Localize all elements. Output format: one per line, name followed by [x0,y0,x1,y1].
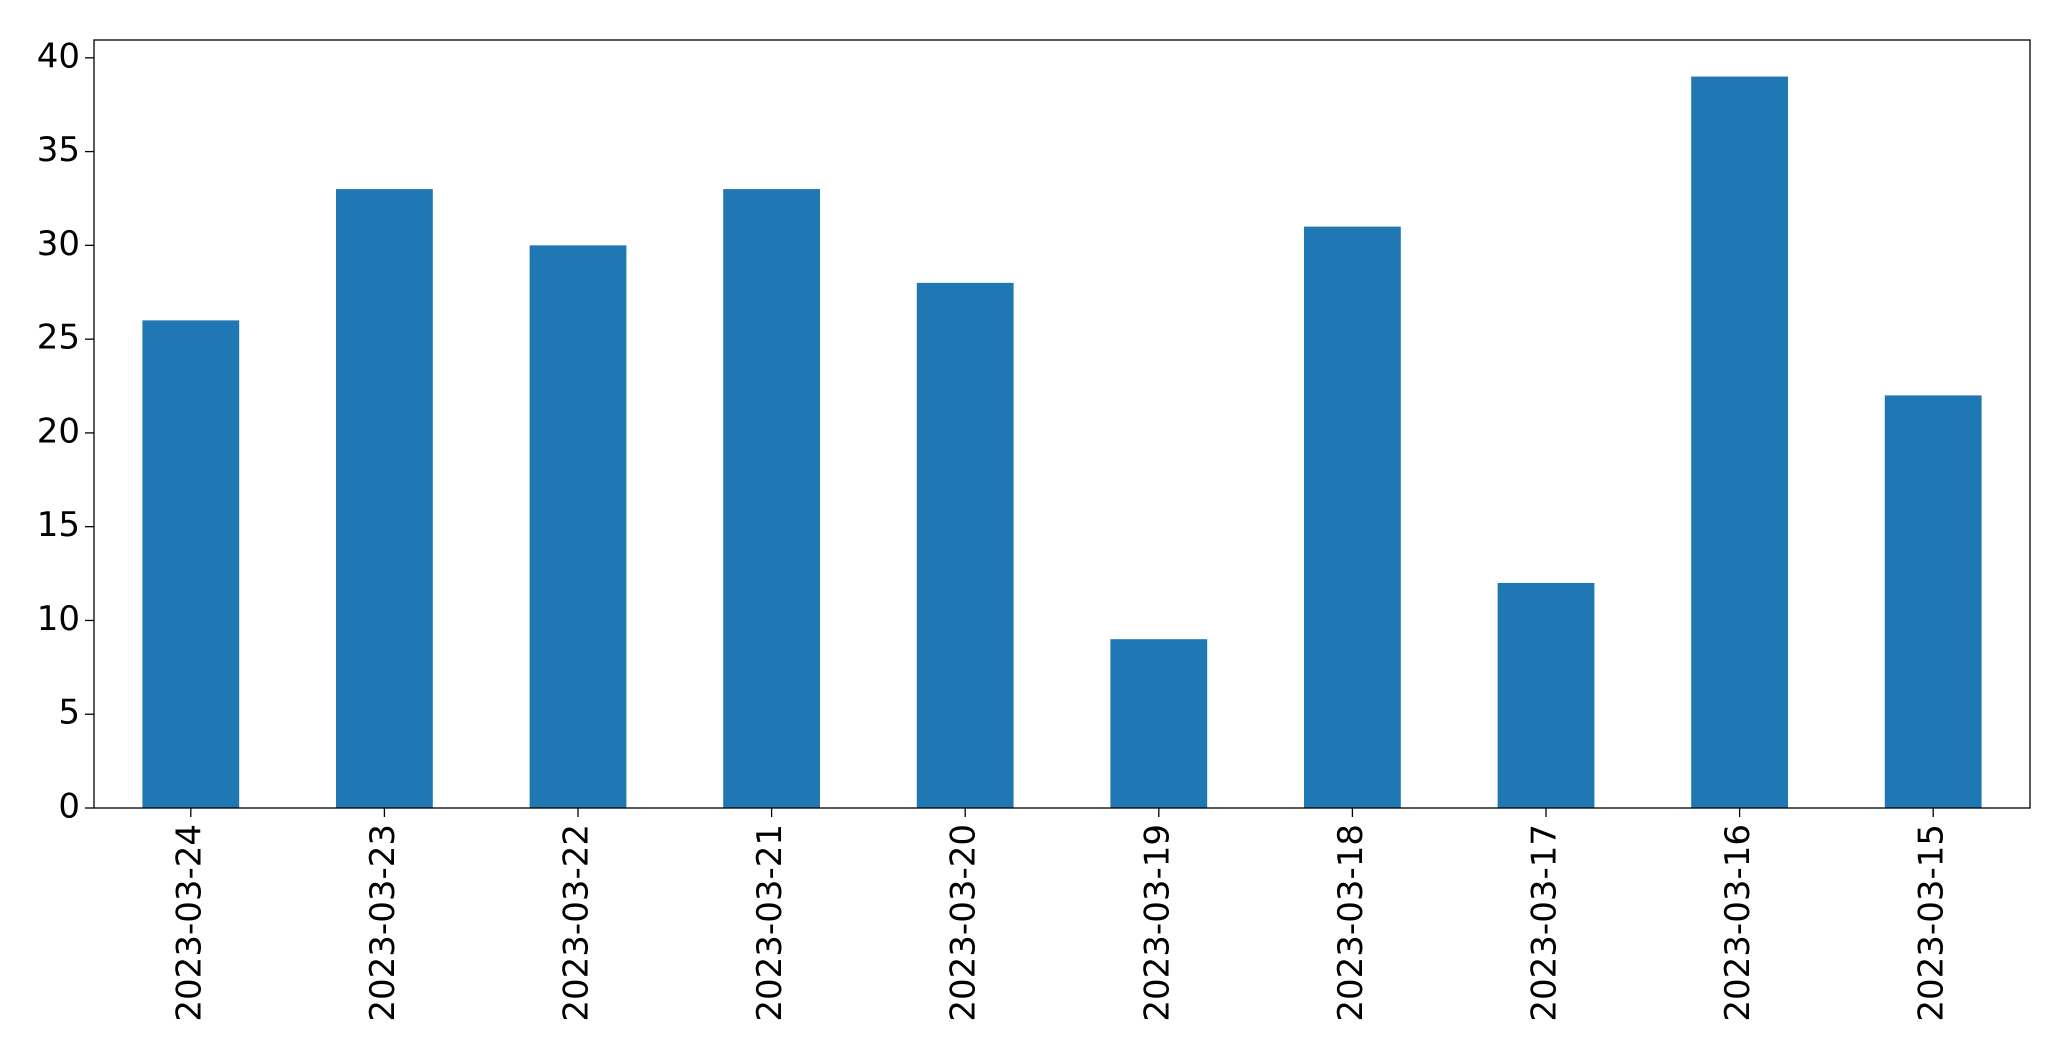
y-tick-label: 20 [37,411,80,451]
bar [1110,639,1208,808]
x-tick-label: 2023-03-24 [169,824,209,1022]
y-tick-label: 5 [58,693,80,733]
y-tick-label: 40 [37,36,80,76]
y-tick-label: 35 [37,130,80,170]
bar [1497,582,1595,808]
plot-frame [93,39,2031,809]
y-tick-label: 0 [58,787,80,827]
bar [529,245,627,808]
bar [916,282,1014,808]
y-tick-label: 15 [37,505,80,545]
y-tick-label: 25 [37,318,80,358]
bar [336,189,433,809]
bar [142,320,240,808]
bar [723,189,820,809]
bar [1691,76,1788,809]
x-tick-label: 2023-03-19 [1137,824,1177,1022]
bar [1884,395,1982,808]
y-tick-label: 10 [37,599,80,639]
x-tick-label: 2023-03-22 [557,824,597,1022]
y-tick-label: 30 [37,224,80,264]
x-tick-label: 2023-03-20 [944,824,984,1022]
x-tick-label: 2023-03-23 [363,824,403,1022]
bar [1304,226,1401,809]
x-tick-label: 2023-03-18 [1331,824,1371,1022]
x-tick-label: 2023-03-17 [1525,824,1565,1022]
x-tick-label: 2023-03-16 [1718,824,1758,1022]
x-tick-label: 2023-03-21 [750,824,790,1022]
x-tick-label: 2023-03-15 [1912,824,1952,1022]
